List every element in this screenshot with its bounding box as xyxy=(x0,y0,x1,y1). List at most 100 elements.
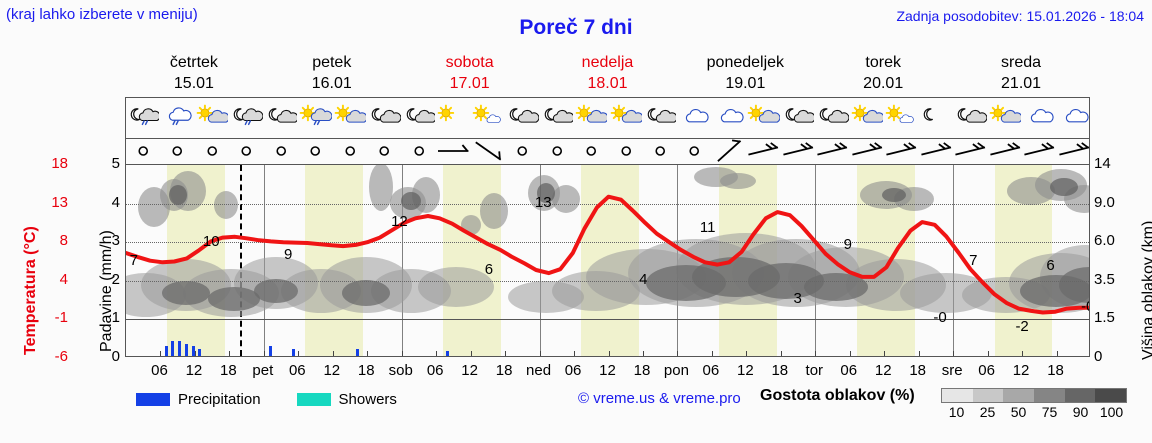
precipitation-bar xyxy=(191,345,195,356)
wind-barb-calm xyxy=(241,146,252,156)
temperature-label: 9 xyxy=(283,245,293,263)
day-header-ponedeljek: ponedeljek 19.01 xyxy=(676,52,814,96)
temperature-label: 11 xyxy=(699,218,716,236)
location-menu-hint[interactable]: (kraj lahko izberete v meniju) xyxy=(6,6,198,23)
x-tick xyxy=(539,351,541,356)
weather-icon-sun-cloud-rain xyxy=(298,102,332,132)
temperature-tick: 4 xyxy=(59,270,68,288)
temperature-label: 12 xyxy=(391,212,408,230)
x-tick xyxy=(780,351,782,356)
weather-icon-sun xyxy=(436,102,470,132)
x-axis-label: 18 xyxy=(220,362,237,379)
x-axis-label: 12 xyxy=(461,362,478,379)
weather-icon-cloud xyxy=(1057,102,1091,132)
cloud-height-tick: 0 xyxy=(1094,348,1103,365)
wind-barb-calm xyxy=(655,146,665,156)
wind-barb-barb-ne xyxy=(717,139,742,162)
wind-barb-arrow-e xyxy=(438,144,469,152)
wind-barb-calm xyxy=(517,146,528,156)
precipitation-bar xyxy=(291,348,295,356)
x-axis-label: 18 xyxy=(909,362,927,379)
legend-item-showers: Showers xyxy=(296,390,397,408)
x-axis-label: 06 xyxy=(288,362,306,379)
x-tick xyxy=(436,351,438,356)
density-tick: 75 xyxy=(1041,404,1058,420)
precipitation-bar xyxy=(164,345,168,356)
x-tick xyxy=(987,351,989,356)
weather-icon-moon-cloud xyxy=(505,102,539,132)
page-title: Poreč 7 dni xyxy=(519,16,633,39)
density-tick: 25 xyxy=(979,404,996,420)
x-tick xyxy=(505,351,507,356)
wind-barb-calm xyxy=(414,146,424,156)
temperature-label: 6 xyxy=(1046,257,1055,275)
temperature-label: 3 xyxy=(793,290,802,308)
day-name: sobota xyxy=(445,54,494,71)
x-tick xyxy=(677,351,679,356)
x-tick xyxy=(953,351,955,356)
x-axis-label: 06 xyxy=(151,362,168,379)
cloud-density-tick-labels: 10 25 50 75 90 100 xyxy=(941,404,1127,422)
day-date: 15.01 xyxy=(173,75,214,92)
x-tick xyxy=(229,351,231,356)
cloud-height-axis-title: Višina oblakov (km) xyxy=(1140,220,1152,360)
credit-link[interactable]: © vreme.us & vreme.pro xyxy=(578,390,741,407)
day-date: 18.01 xyxy=(587,75,628,92)
day-date: 17.01 xyxy=(449,75,490,92)
chart-grid: 7 10 9 12 6 13 4 11 3 9 -0 7 -2 6 -0 xyxy=(125,164,1090,357)
weather-icon-moon-cloud xyxy=(402,102,436,132)
precipitation-bar xyxy=(178,341,182,356)
weather-icon-sun-cloud xyxy=(850,102,884,132)
gridline xyxy=(126,280,1089,282)
precipitation-tick: 4 xyxy=(111,193,120,211)
x-axis-label: ned xyxy=(526,362,552,379)
temperature-label: 7 xyxy=(969,251,978,269)
gridline xyxy=(126,242,1089,244)
wind-barb-barb-w xyxy=(886,142,917,156)
day-date: 21.01 xyxy=(1001,75,1042,92)
wind-barb-calm xyxy=(345,146,355,156)
wind-barb-barb-w xyxy=(989,142,1020,156)
x-tick xyxy=(1022,351,1024,356)
temperature-label: -0 xyxy=(1081,297,1089,315)
x-tick xyxy=(298,351,300,356)
x-tick xyxy=(884,351,886,356)
x-tick xyxy=(642,351,644,356)
weather-icon-sun-cloud xyxy=(195,102,229,132)
legend-item-precipitation: Precipitation xyxy=(136,391,261,408)
precipitation-bar xyxy=(268,345,272,356)
day-separator xyxy=(401,165,403,356)
precipitation-bar xyxy=(446,351,450,356)
temperature-axis-title: Temperatura (°C) xyxy=(22,226,39,355)
wind-barb-barb-w xyxy=(748,142,779,156)
weather-icon-cloud xyxy=(712,102,746,132)
weather-icon-cloud xyxy=(1022,102,1056,132)
last-updated-stamp: Zadnja posodobitev: 15.01.2026 - 18:04 xyxy=(896,8,1144,24)
x-tick xyxy=(918,351,920,356)
day-date: 16.01 xyxy=(311,75,352,92)
weather-icon-sun-cloud xyxy=(746,102,780,132)
x-axis-label: 06 xyxy=(564,362,582,379)
temperature-tick: -6 xyxy=(54,348,68,365)
showers-swatch xyxy=(296,392,331,406)
x-axis-label: 06 xyxy=(978,362,995,379)
x-axis-label: 12 xyxy=(185,362,203,379)
temperature-line xyxy=(126,194,1089,315)
x-axis-label: 06 xyxy=(426,362,444,379)
x-tick xyxy=(470,351,472,356)
x-tick xyxy=(608,351,610,356)
x-axis-label: 18 xyxy=(1047,362,1064,379)
day-name: ponedeljek xyxy=(706,54,785,71)
cloud-height-tick: 1.5 xyxy=(1094,309,1115,327)
x-axis-label: tor xyxy=(805,362,824,379)
day-header-torek: torek 20.01 xyxy=(814,52,952,96)
wind-barb-calm xyxy=(172,146,183,156)
wind-barb-calm xyxy=(379,146,390,156)
showers-label: Showers xyxy=(338,390,397,408)
temperature-tick: -1 xyxy=(54,309,68,327)
temperature-label: 13 xyxy=(534,193,552,211)
x-tick xyxy=(367,351,369,356)
x-axis-label: 12 xyxy=(599,362,616,379)
x-axis-label: pet xyxy=(252,362,274,379)
day-date: 19.01 xyxy=(725,75,766,92)
